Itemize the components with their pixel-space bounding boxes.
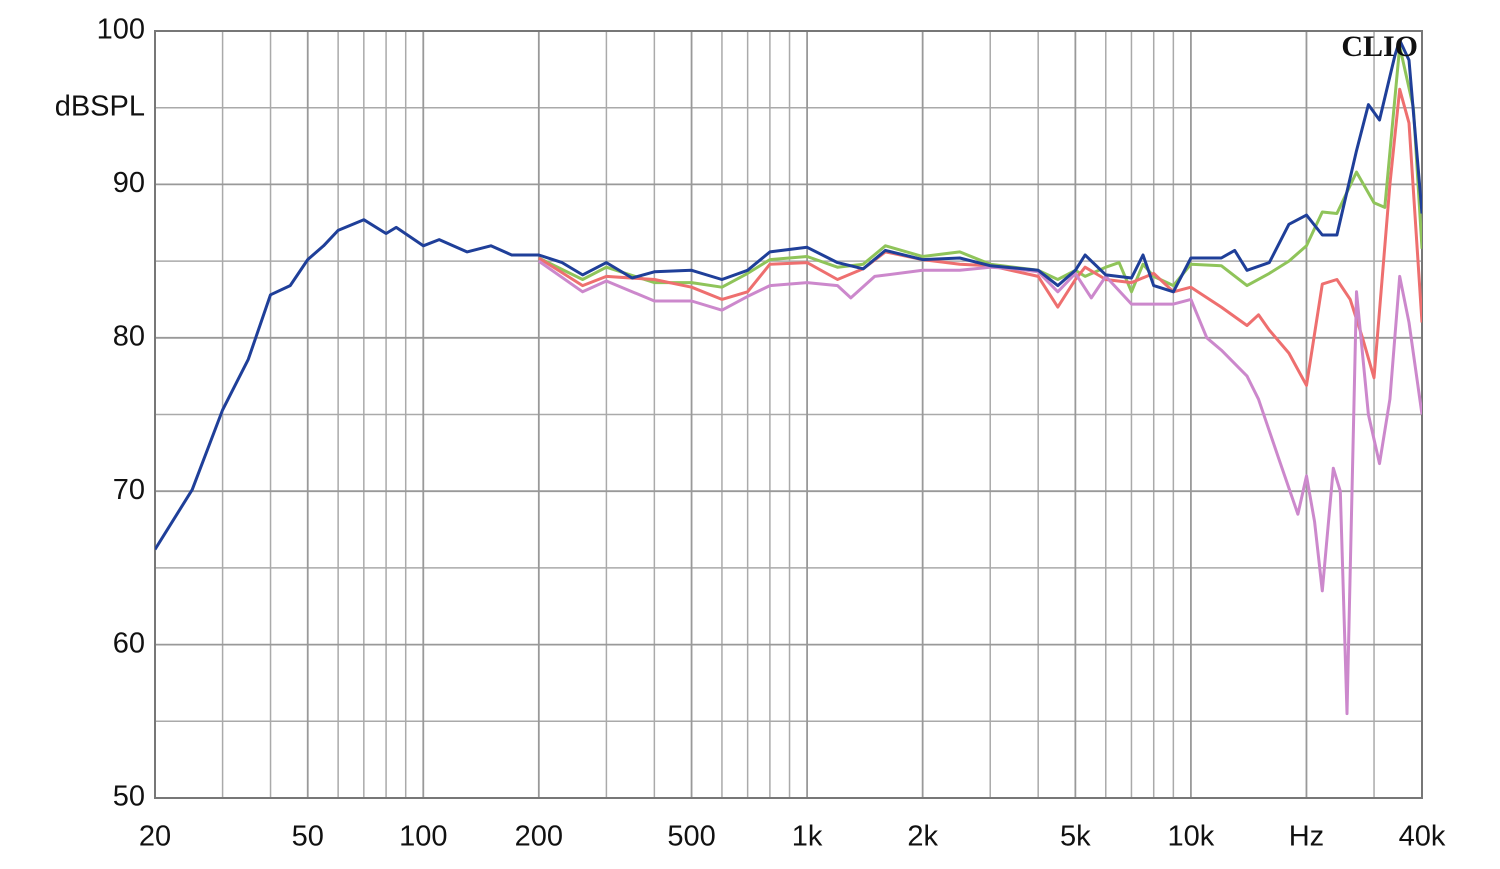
y-tick-label: 80 <box>113 320 145 352</box>
x-tick-label: 5k <box>1060 821 1091 853</box>
y-tick-label: 50 <box>113 781 145 813</box>
x-tick-label: Hz <box>1289 821 1324 853</box>
y-tick-label: 70 <box>113 474 145 506</box>
series-line <box>537 259 1422 716</box>
x-tick-label: 1k <box>792 821 823 853</box>
y-tick-label: 100 <box>97 14 145 46</box>
annotation: CLIO <box>1341 30 1418 63</box>
x-tick-label: 200 <box>515 821 563 853</box>
series-line <box>538 87 1422 387</box>
y-tick-label: 60 <box>113 627 145 659</box>
x-tick-label: 100 <box>399 821 447 853</box>
y-axis-label: dBSPL <box>55 91 145 123</box>
x-tick-label: 500 <box>667 821 715 853</box>
x-tick-label: 2k <box>907 821 938 853</box>
series-line <box>538 44 1422 294</box>
x-tick-label: 40k <box>1399 821 1446 853</box>
y-tick-label: 90 <box>113 167 145 199</box>
plot-area <box>155 38 1422 716</box>
x-tick-label: 20 <box>139 821 171 853</box>
x-tick-label: 50 <box>292 821 324 853</box>
x-tick-label: 10k <box>1168 821 1215 853</box>
series-line <box>155 38 1422 551</box>
